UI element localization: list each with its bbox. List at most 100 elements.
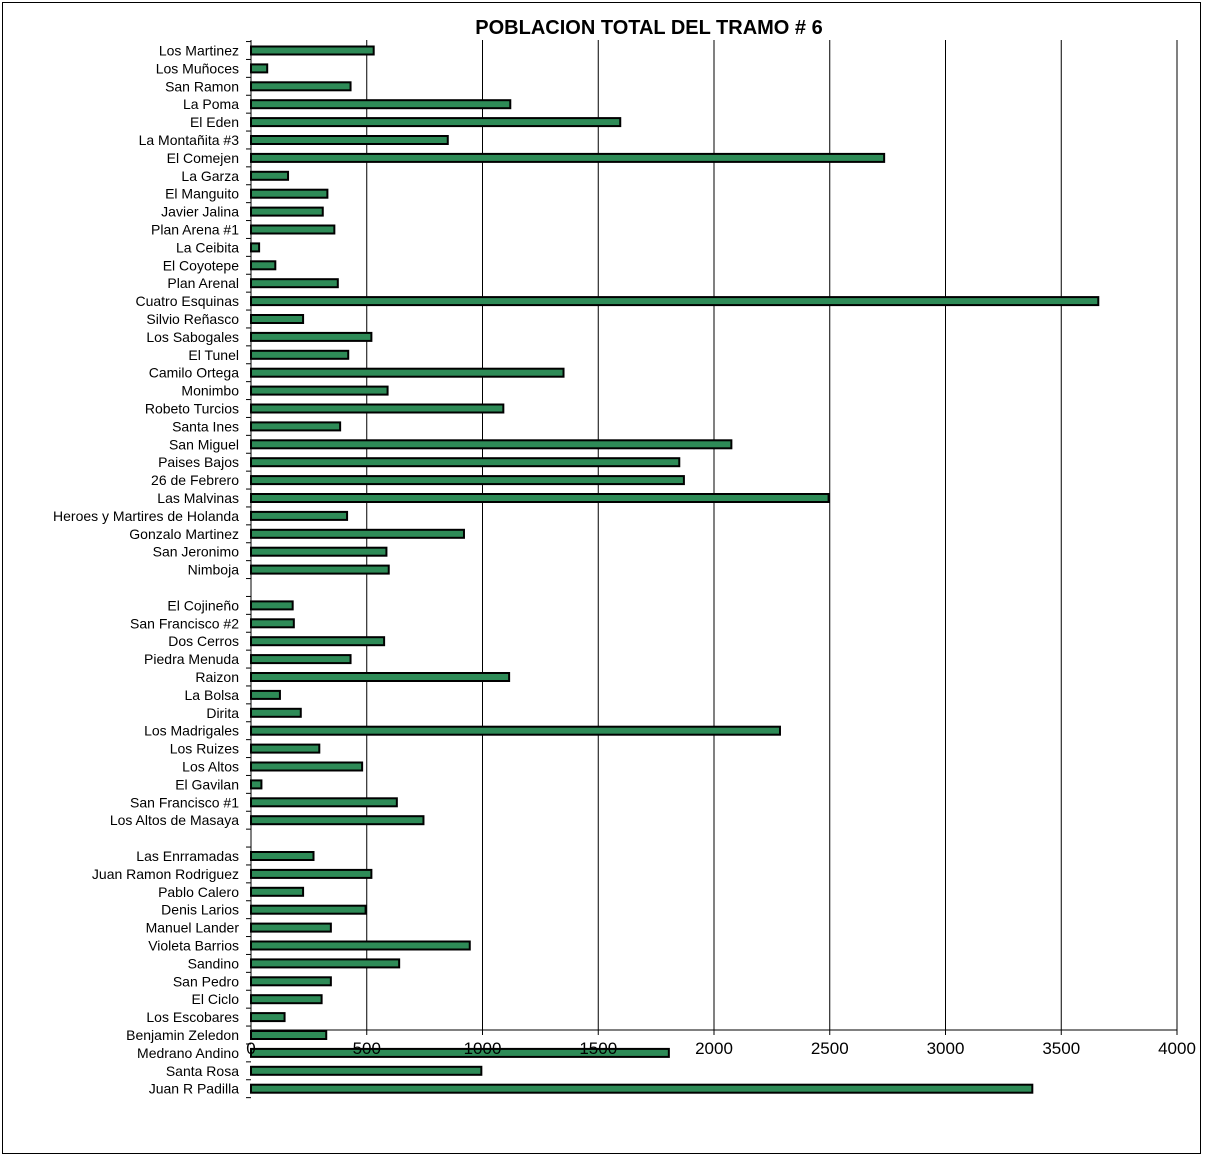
category-label: Los Altos de Masaya [110, 812, 239, 828]
category-label: Cuatro Esquinas [135, 293, 239, 309]
bar [250, 994, 323, 1005]
category-label: Camilo Ortega [149, 365, 239, 381]
category-label: Dos Cerros [168, 633, 239, 649]
category-label: Piedra Menuda [144, 651, 239, 667]
bar [250, 170, 290, 181]
category-label: La Ceibita [176, 239, 239, 255]
chart-title: POBLACION TOTAL DEL TRAMO # 6 [475, 17, 822, 39]
bar [250, 958, 401, 969]
bar [250, 922, 332, 933]
bar [250, 868, 373, 879]
bar [250, 725, 781, 736]
bar [250, 367, 565, 378]
bar [250, 314, 305, 324]
category-label: El Manguito [165, 186, 239, 202]
bar [250, 457, 681, 468]
bar [250, 904, 367, 915]
category-label: Los Martinez [159, 43, 239, 59]
bar [250, 296, 1100, 307]
category-label: Benjamin Zeledon [126, 1027, 239, 1043]
category-label: San Jeronimo [153, 544, 240, 560]
bar [250, 45, 375, 56]
bar [250, 707, 302, 718]
category-label: Dirita [206, 705, 239, 721]
x-tick-label: 4000 [1158, 1039, 1196, 1058]
bar [250, 135, 449, 145]
category-label: Heroes y Martires de Holanda [53, 508, 239, 524]
category-label: Nimboja [188, 562, 240, 578]
bar [250, 403, 505, 414]
category-label: La Garza [181, 168, 239, 184]
bar [250, 81, 352, 92]
category-label: La Montañita #3 [139, 132, 240, 148]
axes [246, 40, 1178, 1099]
category-label: San Francisco #1 [130, 794, 239, 810]
category-label: Plan Arenal [167, 275, 239, 291]
bar [250, 224, 336, 235]
category-label: Los Escobares [146, 1009, 239, 1025]
category-label: Paises Bajos [158, 454, 239, 470]
bar [250, 1030, 328, 1040]
bar [250, 1012, 286, 1023]
bar [250, 654, 352, 665]
category-label: Plan Arena #1 [151, 222, 239, 238]
bar [250, 475, 685, 486]
bar [250, 99, 512, 110]
category-label: Manuel Lander [146, 920, 240, 936]
category-label: La Poma [183, 96, 239, 112]
x-tick-label: 0 [246, 1039, 255, 1058]
bar [250, 672, 511, 682]
category-label: Los Madrigales [144, 723, 239, 739]
category-label: Medrano Andino [137, 1045, 239, 1061]
category-label: Los Altos [182, 759, 239, 775]
category-label: Robeto Turcios [145, 401, 239, 417]
category-label: Santa Ines [172, 418, 239, 434]
x-tick-label: 1500 [579, 1039, 617, 1058]
bar [250, 331, 373, 342]
bar [250, 797, 398, 808]
bar [250, 421, 342, 432]
x-tick-label: 500 [353, 1039, 381, 1058]
bar [250, 976, 332, 987]
category-label: Sandino [188, 955, 240, 971]
bar [250, 689, 281, 700]
category-label: La Bolsa [185, 687, 240, 703]
gridlines [366, 40, 1178, 1030]
x-tick-label: 3000 [927, 1039, 965, 1058]
bar [250, 761, 364, 772]
bar [250, 564, 390, 575]
bar [250, 260, 277, 271]
x-tick-label: 2000 [695, 1039, 733, 1058]
category-label: El Tunel [188, 347, 239, 363]
bar [250, 385, 389, 396]
bar [250, 886, 305, 897]
category-label: San Pedro [173, 973, 239, 989]
category-label: Santa Rosa [166, 1063, 239, 1079]
bar [250, 779, 263, 790]
bar [250, 152, 886, 163]
category-label: El Comejen [167, 150, 239, 166]
bar [250, 188, 329, 199]
category-label: Los Muñoces [156, 60, 239, 76]
bar [250, 546, 388, 557]
bar [250, 242, 261, 253]
category-label: Raizon [195, 669, 239, 685]
x-tick-labels: 0 500 1000 1500 2000 2500 3000 3500 4000 [246, 1039, 1196, 1058]
category-label: Monimbo [181, 383, 239, 399]
category-label: El Cojineño [167, 597, 239, 613]
category-label: Los Ruizes [170, 741, 239, 757]
bar [250, 815, 425, 826]
x-tick-label: 3500 [1042, 1039, 1080, 1058]
x-tick-label: 2500 [811, 1039, 849, 1058]
bar [250, 1047, 670, 1058]
bar [250, 851, 315, 861]
category-label: Pablo Calero [158, 884, 239, 900]
category-label: Violeta Barrios [148, 938, 239, 954]
bar [250, 940, 471, 951]
bar [250, 439, 733, 450]
bar [250, 117, 622, 128]
bar [250, 63, 269, 74]
